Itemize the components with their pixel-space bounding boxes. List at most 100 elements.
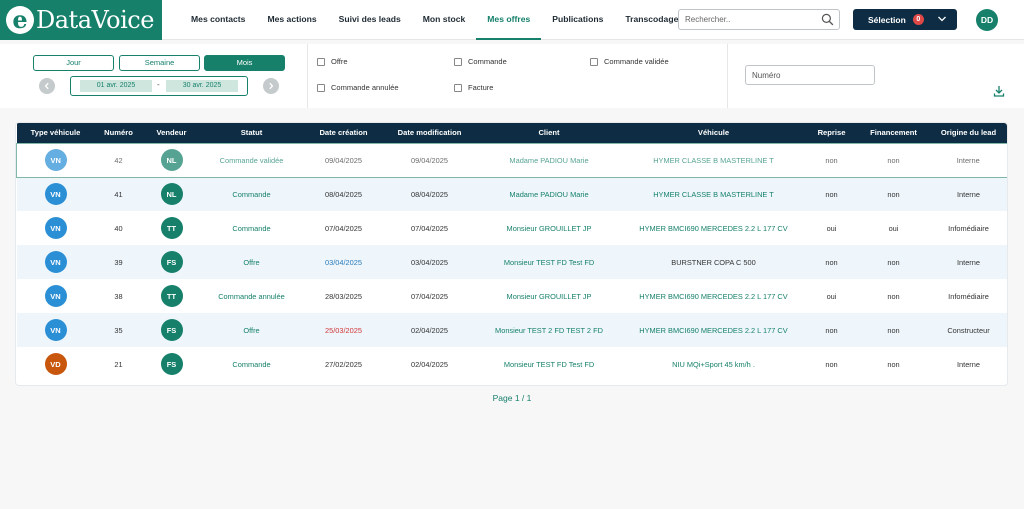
status-filter-commande-validee[interactable]: Commande validée	[590, 57, 669, 66]
cell-statut: Commande	[232, 359, 271, 369]
column-header[interactable]: Client	[474, 123, 624, 143]
cell-financement: oui	[888, 223, 899, 233]
cell-client[interactable]: Madame PADIOU Marie	[509, 189, 589, 199]
numero-box	[745, 65, 875, 85]
checkbox[interactable]	[317, 57, 325, 66]
cell-financement: non	[887, 325, 900, 335]
seller-avatar: TT	[160, 217, 183, 239]
checkbox-label: Commande validée	[604, 57, 669, 66]
column-header[interactable]: Date création	[302, 123, 385, 143]
date-from-field[interactable]: 01 avr. 2025	[80, 80, 152, 92]
nav-item-mes-offres[interactable]: Mes offres	[476, 0, 542, 40]
cell-vendeur: FS	[143, 313, 201, 347]
seller-avatar: NL	[160, 183, 183, 206]
cell-vehicule[interactable]: HYMER BMCI690 MERCEDES 2.2 L 177 CV	[639, 291, 788, 301]
cell-vendeur: TT	[143, 279, 201, 313]
search-input[interactable]	[679, 10, 814, 29]
nav-item-suivi-des-leads[interactable]: Suivi des leads	[338, 14, 401, 24]
user-avatar[interactable]: DD	[976, 9, 998, 31]
checkbox[interactable]	[454, 83, 462, 92]
status-filter-commande[interactable]: Commande	[454, 57, 507, 66]
search-icon[interactable]	[821, 13, 834, 26]
column-header[interactable]: Origine du lead	[927, 123, 1007, 143]
cell-client[interactable]: Monsieur TEST FD Test FD	[503, 359, 595, 369]
cell-financement: non	[887, 291, 900, 301]
cell-numero: 42	[94, 142, 143, 178]
column-header[interactable]: Statut	[200, 123, 303, 143]
nav-item-mes-contacts[interactable]: Mes contacts	[191, 14, 246, 24]
column-header[interactable]: Type véhicule	[16, 123, 95, 143]
cell-date-modification: 09/04/2025	[384, 142, 475, 178]
table-row[interactable]: VN 38 TT Commande annulée 28/03/2025 07/04/20…	[17, 279, 1008, 313]
selection-button[interactable]: Sélection 0	[853, 9, 957, 30]
period-day-button[interactable]: Jour	[33, 55, 114, 71]
cell-client[interactable]: Monsieur GROUILLET JP	[506, 223, 592, 233]
cell-financement: non	[887, 359, 900, 369]
cell-origine: Interne	[927, 142, 1007, 178]
previous-period-button[interactable]	[39, 78, 55, 94]
table-row[interactable]: VN 40 TT Commande 07/04/2025 07/04/2025 Monsie…	[17, 211, 1008, 245]
cell-origine: Interne	[956, 359, 980, 369]
period-week-button[interactable]: Semaine	[119, 55, 200, 71]
checkbox[interactable]	[317, 83, 325, 92]
nav-item-mes-actions[interactable]: Mes actions	[267, 14, 317, 24]
divider	[307, 44, 308, 108]
cell-vehicule[interactable]: HYMER CLASSE B MASTERLINE T	[653, 189, 774, 199]
numero-input[interactable]	[746, 66, 870, 84]
column-header[interactable]: Numéro	[94, 123, 143, 143]
checkbox[interactable]	[454, 57, 462, 66]
next-period-button[interactable]	[263, 78, 279, 94]
checkbox-label: Commande annulée	[331, 83, 399, 92]
column-header[interactable]: Date modification	[384, 123, 475, 143]
cell-vehicule[interactable]: BURSTNER COPA C 500	[671, 257, 756, 267]
date-to-field[interactable]: 30 avr. 2025	[166, 80, 238, 92]
table-row[interactable]: VN 39 FS Offre 03/04/2025 03/04/2025 Monsieur …	[16, 245, 1007, 279]
cell-vendeur: FS	[143, 347, 201, 381]
status-filter-offre[interactable]: Offre	[317, 57, 348, 66]
cell-client[interactable]: Monsieur TEST FD Test FD	[503, 257, 595, 267]
cell-date-creation: 08/04/2025	[325, 189, 362, 199]
cell-date-creation: 03/04/2025	[325, 257, 362, 267]
chevron-right-icon	[269, 82, 274, 90]
cell-client[interactable]: Monsieur TEST 2 FD TEST 2 FD	[495, 325, 603, 335]
column-header[interactable]: Vendeur	[142, 123, 201, 143]
table-row[interactable]: VN 41 NL Commande 08/04/2025 08/04/2025 Madame…	[16, 177, 1007, 211]
seller-avatar: NL	[160, 149, 183, 171]
cell-reprise: oui	[826, 223, 837, 233]
table-row[interactable]: VD 21 FS Commande 27/02/2025 02/04/2025 Monsie…	[17, 347, 1008, 381]
cell-client[interactable]: Madame PADIOU Marie	[474, 142, 624, 178]
cell-origine: Constructeur	[947, 325, 990, 335]
download-icon[interactable]	[993, 85, 1005, 97]
column-header[interactable]: Véhicule	[623, 123, 804, 143]
table-row[interactable]: VN 35 FS Offre 25/03/2025 02/04/2025 Monsieur …	[16, 313, 1007, 347]
logo-text: DataVoice	[36, 6, 154, 34]
cell-client[interactable]: Monsieur GROUILLET JP	[506, 291, 592, 301]
cell-financement: non	[859, 142, 928, 178]
nav-item-transcodage[interactable]: Transcodage	[625, 14, 679, 24]
cell-vehicule[interactable]: NIU MQi+Sport 45 km/h .	[672, 359, 755, 369]
status-filter-facture[interactable]: Facture	[454, 83, 493, 92]
cell-numero: 39	[114, 257, 123, 267]
nav-item-publications[interactable]: Publications	[552, 14, 604, 24]
table-row[interactable]: VN 42 NL Commande validée 09/04/2025 09/04/20…	[16, 142, 1007, 178]
logo-mark: e	[6, 6, 34, 34]
cell-statut: Commande	[232, 189, 271, 199]
cell-vehicule[interactable]: HYMER BMCI690 MERCEDES 2.2 L 177 CV	[639, 223, 788, 233]
selection-label: Sélection	[868, 14, 906, 25]
cell-vendeur: TT	[143, 211, 201, 245]
cell-vehicule[interactable]: HYMER BMCI690 MERCEDES 2.2 L 177 CV	[639, 325, 788, 335]
column-header[interactable]: Financement	[859, 123, 928, 143]
cell-date-creation: 28/03/2025	[325, 291, 362, 301]
logo[interactable]: e DataVoice	[0, 0, 162, 40]
cell-date-modification: 07/04/2025	[411, 223, 448, 233]
period-month-button[interactable]: Mois	[204, 55, 285, 71]
vehicle-type-badge: VD	[44, 353, 67, 375]
cell-reprise: oui	[826, 291, 837, 301]
vehicle-type-badge: VN	[44, 183, 67, 206]
nav-item-mon-stock[interactable]: Mon stock	[422, 14, 466, 24]
column-header[interactable]: Reprise	[803, 123, 860, 143]
checkbox[interactable]	[590, 57, 598, 66]
status-filter-commande-annulee[interactable]: Commande annulée	[317, 83, 399, 92]
cell-vehicule[interactable]: HYMER CLASSE B MASTERLINE T	[623, 142, 804, 178]
cell-statut: Offre	[243, 325, 260, 335]
